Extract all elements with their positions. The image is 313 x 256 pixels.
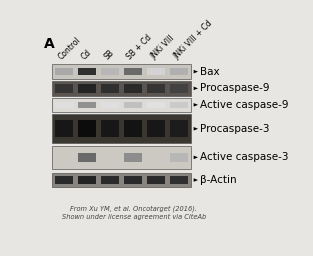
Bar bbox=[147, 68, 165, 75]
Bar bbox=[147, 120, 165, 137]
Polygon shape bbox=[194, 87, 198, 90]
Bar bbox=[78, 176, 96, 184]
Bar bbox=[53, 173, 191, 187]
Bar bbox=[78, 83, 96, 93]
Text: β-Actin: β-Actin bbox=[200, 175, 237, 185]
Bar bbox=[170, 176, 188, 184]
Bar bbox=[124, 176, 142, 184]
Bar bbox=[78, 120, 96, 137]
Text: Bax: Bax bbox=[200, 67, 220, 77]
Text: JNKi VIII + Cd: JNKi VIII + Cd bbox=[172, 19, 214, 61]
Bar bbox=[147, 176, 165, 184]
Text: Cd: Cd bbox=[80, 48, 93, 61]
Polygon shape bbox=[194, 127, 198, 131]
Text: From Xu YM, et al. Oncotarget (2016).: From Xu YM, et al. Oncotarget (2016). bbox=[70, 205, 197, 212]
Bar bbox=[124, 83, 142, 93]
Bar bbox=[101, 68, 119, 75]
Text: Shown under license agreement via CiteAb: Shown under license agreement via CiteAb bbox=[62, 214, 206, 220]
Text: Active caspase-9: Active caspase-9 bbox=[200, 100, 289, 110]
Bar bbox=[53, 114, 191, 143]
Bar bbox=[170, 153, 188, 162]
Bar bbox=[53, 81, 191, 96]
Bar bbox=[124, 153, 142, 162]
Bar bbox=[170, 83, 188, 93]
Bar bbox=[55, 68, 73, 75]
Text: Procaspase-3: Procaspase-3 bbox=[200, 124, 269, 134]
Bar bbox=[124, 120, 142, 137]
Polygon shape bbox=[194, 156, 198, 159]
Text: A: A bbox=[44, 37, 55, 51]
Bar bbox=[124, 102, 142, 108]
Bar bbox=[78, 102, 96, 108]
Text: SB: SB bbox=[102, 48, 116, 61]
Polygon shape bbox=[194, 103, 198, 106]
Bar bbox=[53, 98, 191, 112]
Bar bbox=[101, 102, 119, 108]
Bar bbox=[78, 68, 96, 75]
Bar bbox=[101, 83, 119, 93]
Bar bbox=[147, 83, 165, 93]
Bar bbox=[55, 120, 73, 137]
Bar bbox=[55, 83, 73, 93]
Text: SB + Cd: SB + Cd bbox=[126, 33, 154, 61]
Bar bbox=[124, 68, 142, 75]
Bar bbox=[170, 102, 188, 108]
Bar bbox=[55, 176, 73, 184]
Bar bbox=[55, 102, 73, 108]
Text: JNKi VIII: JNKi VIII bbox=[149, 34, 176, 61]
Bar bbox=[53, 146, 191, 169]
Text: Procaspase-9: Procaspase-9 bbox=[200, 83, 269, 93]
Text: Active caspase-3: Active caspase-3 bbox=[200, 152, 289, 162]
Bar bbox=[101, 120, 119, 137]
Bar bbox=[53, 64, 191, 79]
Bar bbox=[170, 68, 188, 75]
Polygon shape bbox=[194, 178, 198, 182]
Bar bbox=[78, 153, 96, 162]
Text: Control: Control bbox=[56, 35, 83, 61]
Bar bbox=[170, 120, 188, 137]
Bar bbox=[147, 102, 165, 108]
Bar bbox=[101, 176, 119, 184]
Polygon shape bbox=[194, 70, 198, 73]
